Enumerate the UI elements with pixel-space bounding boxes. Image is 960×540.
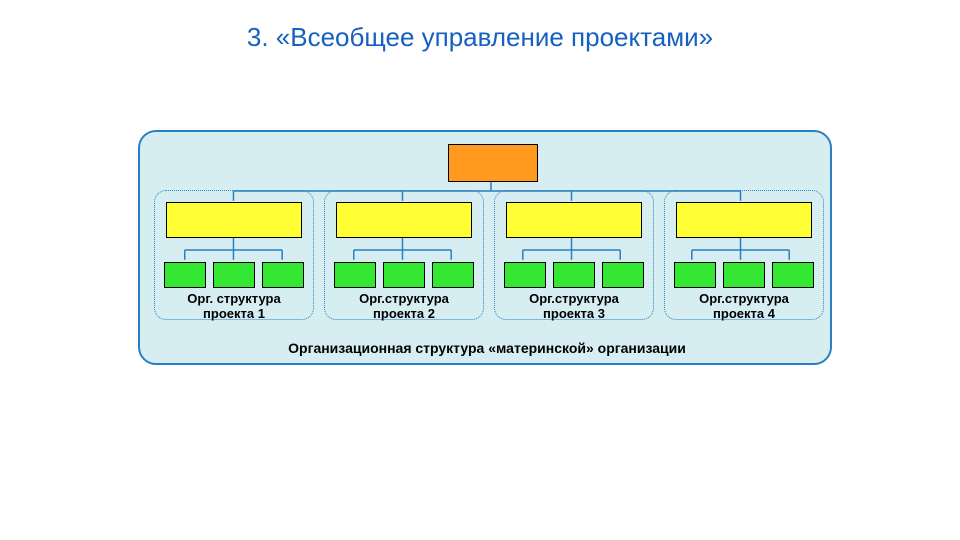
- diagram-caption: Организационная структура «материнской» …: [140, 340, 834, 356]
- green-box: [674, 262, 716, 288]
- green-box: [164, 262, 206, 288]
- green-box: [432, 262, 474, 288]
- page-title: 3. «Всеобщее управление проектами»: [0, 0, 960, 53]
- top-box: [448, 144, 538, 182]
- green-box: [504, 262, 546, 288]
- yellow-box: [506, 202, 642, 238]
- green-box: [772, 262, 814, 288]
- green-box: [383, 262, 425, 288]
- green-box: [213, 262, 255, 288]
- project-label: Орг.структура проекта 3: [494, 292, 654, 322]
- project-label: Орг.структура проекта 2: [324, 292, 484, 322]
- green-box: [723, 262, 765, 288]
- green-box: [334, 262, 376, 288]
- yellow-box: [676, 202, 812, 238]
- green-box: [553, 262, 595, 288]
- diagram-container: Орг. структура проекта 1 Орг.структура пр…: [138, 130, 832, 365]
- green-box: [262, 262, 304, 288]
- project-label: Орг.структура проекта 4: [664, 292, 824, 322]
- yellow-box: [166, 202, 302, 238]
- yellow-box: [336, 202, 472, 238]
- green-box: [602, 262, 644, 288]
- project-label: Орг. структура проекта 1: [154, 292, 314, 322]
